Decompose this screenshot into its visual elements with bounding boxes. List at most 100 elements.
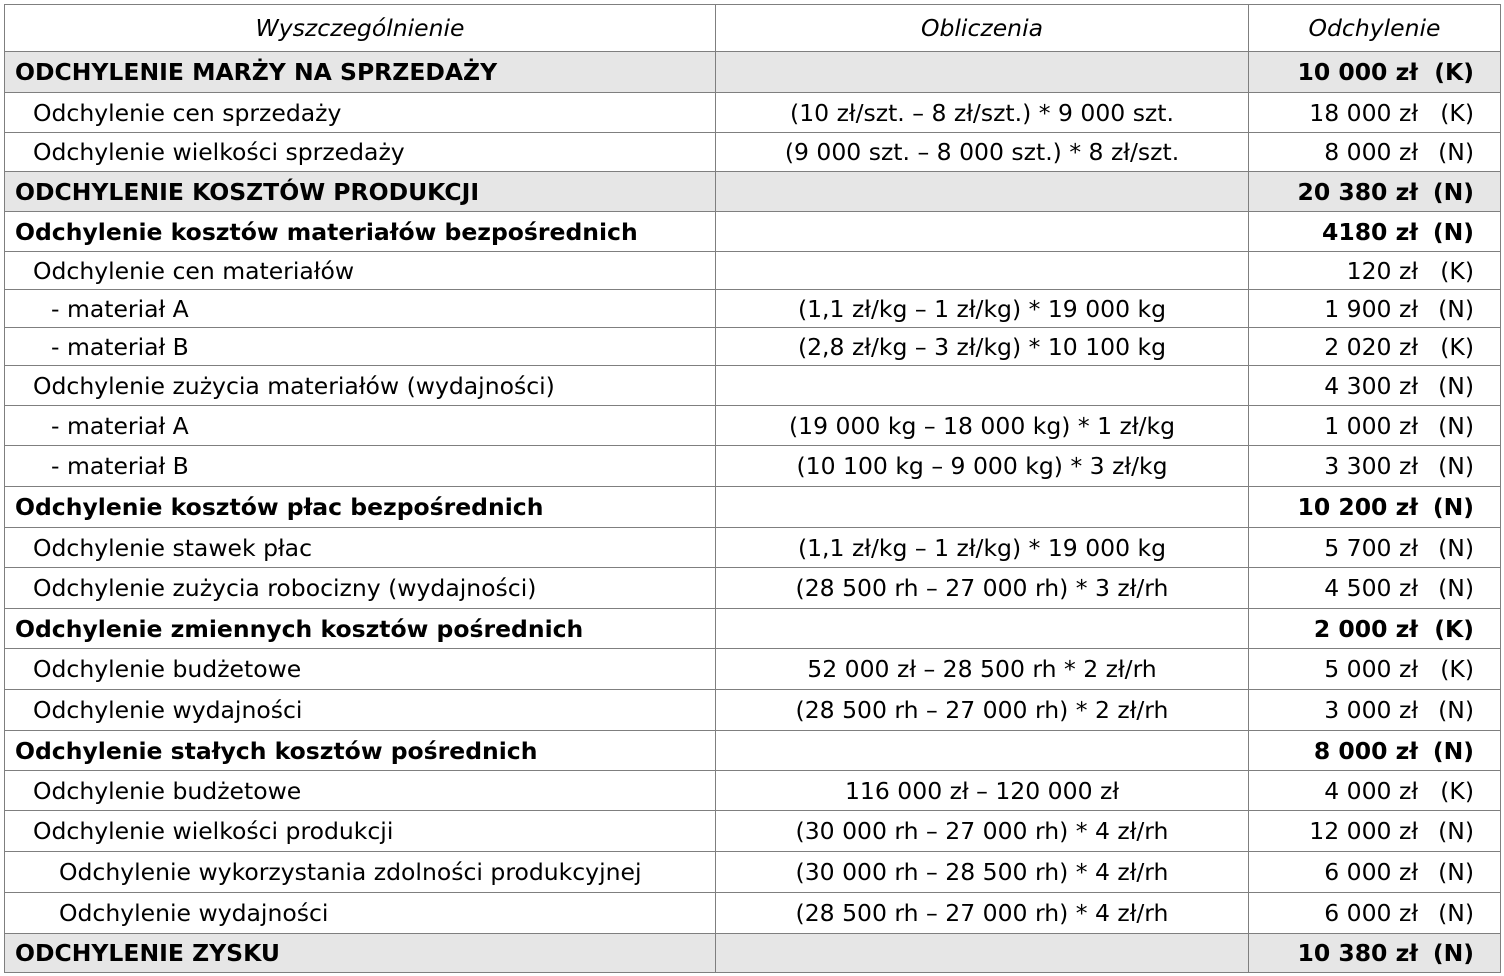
variance-amount: 2 020 zł [1324, 332, 1418, 361]
row-label: ODCHYLENIE KOSZTÓW PRODUKCJI [4, 171, 716, 212]
variance-flag: (N) [1438, 294, 1474, 323]
row-label: Odchylenie cen materiałów [4, 251, 716, 290]
table-row: - materiał B (2,8 zł/kg – 3 zł/kg) * 10 1… [4, 327, 1501, 366]
table-row: Odchylenie zużycia materiałów (wydajnośc… [4, 365, 1501, 406]
table-row: Odchylenie cen materiałów 120 zł (K) [4, 251, 1501, 290]
variance-flag: (N) [1438, 533, 1474, 562]
header-row: Wyszczególnienie Obliczenia Odchylenie [4, 4, 1501, 52]
variance-amount: 5 000 zł [1324, 655, 1418, 683]
row-calculation: (1,1 zł/kg – 1 zł/kg) * 19 000 kg [715, 289, 1249, 328]
row-label: Odchylenie wydajności [4, 892, 716, 934]
variance-amount: 4 300 zł [1324, 371, 1418, 400]
row-label: - materiał A [4, 289, 716, 328]
row-variance: 20 380 zł (N) [1248, 171, 1501, 212]
variance-table: Wyszczególnienie Obliczenia Odchylenie O… [4, 4, 1501, 973]
variance-amount: 1 000 zł [1324, 411, 1418, 440]
row-calculation [715, 211, 1249, 252]
row-variance: 8 000 zł (N) [1248, 730, 1501, 771]
row-label: Odchylenie budżetowe [4, 770, 716, 811]
row-label: ODCHYLENIE ZYSKU [4, 933, 716, 973]
variance-amount: 8 000 zł [1324, 138, 1418, 166]
table-row: - materiał A (19 000 kg – 18 000 kg) * 1 … [4, 405, 1501, 446]
variance-flag: (N) [1438, 138, 1474, 166]
header-description: Wyszczególnienie [4, 4, 716, 52]
variance-flag: (K) [1440, 98, 1474, 127]
row-calculation: (9 000 szt. – 8 000 szt.) * 8 zł/szt. [715, 132, 1249, 172]
table-row: - materiał B (10 100 kg – 9 000 kg) * 3 z… [4, 445, 1501, 487]
variance-amount: 10 200 zł [1297, 493, 1418, 521]
row-label: Odchylenie stawek płac [4, 527, 716, 568]
row-calculation: (28 500 rh – 27 000 rh) * 4 zł/rh [715, 892, 1249, 934]
row-variance: 3 000 zł (N) [1248, 689, 1501, 731]
table-row: Odchylenie zmiennych kosztów pośrednich 2… [4, 608, 1501, 649]
table-row: - materiał A (1,1 zł/kg – 1 zł/kg) * 19 0… [4, 289, 1501, 328]
table-row: Odchylenie zużycia robocizny (wydajności… [4, 567, 1501, 609]
row-label: - materiał B [4, 327, 716, 366]
variance-flag: (N) [1432, 939, 1474, 967]
row-label: Odchylenie kosztów płac bezpośrednich [4, 486, 716, 528]
row-variance: 120 zł (K) [1248, 251, 1501, 290]
row-variance: 6 000 zł (N) [1248, 892, 1501, 934]
row-variance: 4 000 zł (K) [1248, 770, 1501, 811]
row-calculation: (1,1 zł/kg – 1 zł/kg) * 19 000 kg [715, 527, 1249, 568]
variance-amount: 12 000 zł [1309, 817, 1418, 845]
variance-flag: (N) [1432, 217, 1474, 246]
header-calculations: Obliczenia [715, 4, 1249, 52]
variance-flag: (N) [1432, 493, 1474, 521]
row-calculation [715, 933, 1249, 973]
row-calculation: (19 000 kg – 18 000 kg) * 1 zł/kg [715, 405, 1249, 446]
row-label: - materiał A [4, 405, 716, 446]
row-variance: 10 200 zł (N) [1248, 486, 1501, 528]
row-variance: 10 380 zł (N) [1248, 933, 1501, 973]
variance-flag: (K) [1434, 614, 1474, 643]
table-row: Odchylenie cen sprzedaży (10 zł/szt. – 8 … [4, 92, 1501, 133]
variance-amount: 3 000 zł [1324, 696, 1418, 724]
row-label: Odchylenie cen sprzedaży [4, 92, 716, 133]
table-row: Odchylenie stawek płac (1,1 zł/kg – 1 zł/… [4, 527, 1501, 568]
row-variance: 8 000 zł (N) [1248, 132, 1501, 172]
header-variance: Odchylenie [1248, 4, 1501, 52]
variance-amount: 18 000 zł [1309, 98, 1418, 127]
variance-flag: (N) [1432, 177, 1474, 206]
row-label: Odchylenie zużycia robocizny (wydajności… [4, 567, 716, 609]
row-calculation: (30 000 rh – 28 500 rh) * 4 zł/rh [715, 851, 1249, 893]
table-row: Odchylenie wydajności (28 500 rh – 27 000… [4, 892, 1501, 934]
table-row: ODCHYLENIE ZYSKU 10 380 zł (N) [4, 933, 1501, 973]
variance-flag: (N) [1438, 899, 1474, 927]
row-label: Odchylenie wielkości sprzedaży [4, 132, 716, 172]
variance-table-body: Wyszczególnienie Obliczenia Odchylenie O… [4, 4, 1501, 973]
row-label: Odchylenie zużycia materiałów (wydajnośc… [4, 365, 716, 406]
variance-flag: (N) [1438, 574, 1474, 602]
table-row: Odchylenie kosztów płac bezpośrednich 10 … [4, 486, 1501, 528]
variance-amount: 5 700 zł [1324, 533, 1418, 562]
row-calculation [715, 730, 1249, 771]
variance-flag: (N) [1438, 817, 1474, 845]
row-calculation [715, 365, 1249, 406]
variance-flag: (K) [1440, 332, 1474, 361]
table-row: Odchylenie wielkości produkcji (30 000 rh… [4, 810, 1501, 852]
row-calculation: (10 zł/szt. – 8 zł/szt.) * 9 000 szt. [715, 92, 1249, 133]
variance-amount: 6 000 zł [1324, 858, 1418, 886]
table-row: Odchylenie stałych kosztów pośrednich 8 0… [4, 730, 1501, 771]
variance-flag: (K) [1440, 655, 1474, 683]
table-row: ODCHYLENIE MARŻY NA SPRZEDAŻY 10 000 zł (K… [4, 51, 1501, 93]
row-variance: 4 300 zł (N) [1248, 365, 1501, 406]
row-calculation: 116 000 zł – 120 000 zł [715, 770, 1249, 811]
variance-flag: (K) [1440, 776, 1474, 805]
row-calculation: (28 500 rh – 27 000 rh) * 2 zł/rh [715, 689, 1249, 731]
row-calculation: (30 000 rh – 27 000 rh) * 4 zł/rh [715, 810, 1249, 852]
row-variance: 6 000 zł (N) [1248, 851, 1501, 893]
row-calculation: (2,8 zł/kg – 3 zł/kg) * 10 100 kg [715, 327, 1249, 366]
table-row: Odchylenie wielkości sprzedaży (9 000 szt… [4, 132, 1501, 172]
row-label: Odchylenie budżetowe [4, 648, 716, 690]
variance-amount: 8 000 zł [1313, 736, 1418, 765]
row-calculation: 52 000 zł – 28 500 rh * 2 zł/rh [715, 648, 1249, 690]
row-variance: 10 000 zł (K) [1248, 51, 1501, 93]
row-variance: 2 020 zł (K) [1248, 327, 1501, 366]
row-variance: 5 000 zł (K) [1248, 648, 1501, 690]
row-label: Odchylenie stałych kosztów pośrednich [4, 730, 716, 771]
row-variance: 5 700 zł (N) [1248, 527, 1501, 568]
row-calculation: (28 500 rh – 27 000 rh) * 3 zł/rh [715, 567, 1249, 609]
variance-amount: 6 000 zł [1324, 899, 1418, 927]
row-calculation [715, 486, 1249, 528]
